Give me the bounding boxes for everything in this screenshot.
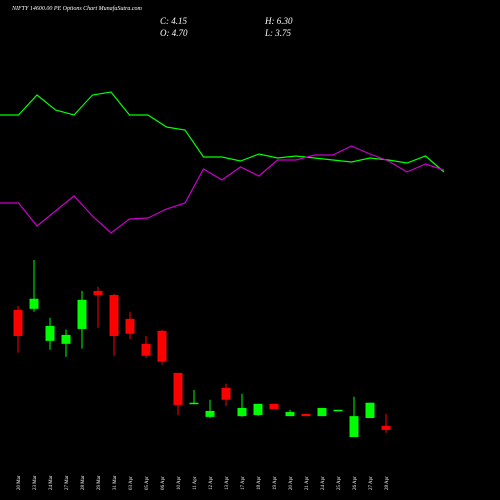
x-tick-label: 20 Apr xyxy=(289,476,294,490)
candle-body xyxy=(109,295,119,337)
indicator-line xyxy=(0,91,445,173)
x-tick-label: 28 Mar xyxy=(81,475,86,490)
candle-body xyxy=(333,409,343,412)
x-tick-label: 10 Apr xyxy=(177,476,182,490)
x-tick-label: 13 Apr xyxy=(225,476,230,490)
x-tick-label: 06 Apr xyxy=(161,476,166,490)
candle-body xyxy=(141,343,151,356)
x-tick-label: 31 Mar xyxy=(113,475,118,490)
x-tick-label: 18 Apr xyxy=(257,476,262,490)
x-tick-label: 28 Apr xyxy=(385,476,390,490)
candle-body xyxy=(365,402,375,418)
candle-body xyxy=(77,299,87,329)
x-tick-label: 12 Apr xyxy=(209,476,214,490)
x-tick-label: 19 Apr xyxy=(273,476,278,490)
x-tick-label: 27 Apr xyxy=(369,476,374,490)
candle-body xyxy=(221,387,231,400)
header-low: L: 3.75 xyxy=(264,28,292,38)
x-tick-label: 20 Mar xyxy=(17,475,22,490)
candle-body xyxy=(253,403,263,416)
x-tick-label: 23 Mar xyxy=(33,475,38,490)
candle-body xyxy=(61,334,71,344)
candle-body xyxy=(381,425,391,430)
candle-body xyxy=(317,407,327,417)
candle-body xyxy=(45,325,55,341)
candle-body xyxy=(205,410,215,417)
candle-body xyxy=(157,330,167,362)
candle-body xyxy=(269,403,279,410)
x-tick-label: 05 Apr xyxy=(145,476,150,490)
candle-body xyxy=(349,416,359,437)
indicator-line xyxy=(0,145,445,234)
x-tick-label: 25 Apr xyxy=(337,476,342,490)
header-high: H: 6.30 xyxy=(264,16,293,26)
candle-body xyxy=(173,372,183,405)
x-tick-label: 27 Mar xyxy=(65,475,70,490)
x-tick-label: 26 Apr xyxy=(353,476,358,490)
x-tick-label: 03 Apr xyxy=(129,476,134,490)
x-tick-label: 21 Apr xyxy=(305,476,310,490)
candle-body xyxy=(237,407,247,417)
chart-title: NIFTY 14600.00 PE Options Chart MunafaSu… xyxy=(11,5,143,12)
candle-body xyxy=(29,298,39,309)
candle-body xyxy=(125,318,135,334)
candle-body xyxy=(189,402,199,405)
candle-body xyxy=(13,309,23,337)
x-tick-label: 29 Mar xyxy=(97,475,102,490)
x-tick-label: 24 Apr xyxy=(321,476,326,490)
x-tick-label: 17 Apr xyxy=(241,476,246,490)
header-open: O: 4.70 xyxy=(160,28,188,38)
candle-body xyxy=(93,290,103,296)
x-tick-label: 24 Mar xyxy=(49,475,54,490)
candle-body xyxy=(301,413,311,417)
candle-body xyxy=(285,412,295,417)
x-tick-label: 11 Apr xyxy=(193,476,198,490)
header-close: C: 4.15 xyxy=(160,16,188,26)
